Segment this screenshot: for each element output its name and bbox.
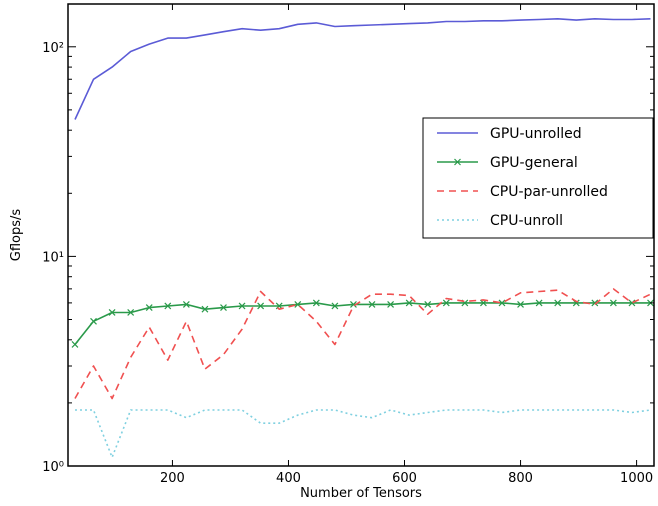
x-tick-label: 400: [276, 471, 301, 486]
series-point-2: [424, 300, 432, 308]
y-tick-label: 10¹: [42, 250, 64, 265]
x-tick-label: 200: [160, 471, 185, 486]
plot-frame: [67, 3, 655, 467]
series-point-2: [257, 302, 265, 310]
series-point-2: [535, 299, 543, 307]
series-point-2: [312, 299, 320, 307]
series-point-2: [368, 300, 376, 308]
legend-marker: [454, 158, 461, 166]
series-point-2: [71, 341, 79, 348]
series-point-2: [331, 302, 339, 310]
series-point-2: [145, 304, 153, 311]
series-point-2: [591, 299, 599, 307]
series-point-2: [201, 305, 209, 313]
series-point-2: [238, 302, 246, 310]
series-point-2: [387, 300, 395, 308]
series-line-3: [74, 288, 651, 400]
series-point-2: [554, 299, 562, 307]
legend-label: CPU-unroll: [490, 213, 563, 229]
series-point-2: [628, 299, 636, 307]
x-axis-label: Number of Tensors: [300, 486, 422, 501]
y-axis-label: Gflops/s: [9, 209, 24, 262]
series-point-2: [182, 300, 190, 308]
series-point-2: [405, 299, 413, 307]
series-point-2: [108, 309, 116, 316]
x-tick-label: 800: [508, 471, 533, 486]
y-tick-label: 10²: [42, 41, 64, 56]
series-point-2: [350, 300, 357, 308]
series-point-2: [498, 299, 506, 307]
series-point-2: [517, 300, 524, 308]
series-layer: [71, 17, 654, 459]
legend: GPU-unrolled GPU-general CPU-par-unrolled C…: [422, 117, 654, 239]
series-line-1: [74, 17, 651, 120]
series-point-2: [127, 309, 135, 316]
legend-label: GPU-general: [490, 155, 578, 171]
x-tick-label: 1000: [620, 471, 653, 486]
x-tick-label: 600: [392, 471, 417, 486]
series-point-2: [220, 304, 227, 311]
y-tick-label: 10⁰: [42, 460, 64, 475]
legend-box: [422, 117, 654, 239]
series-line-4: [75, 409, 651, 459]
legend-label: GPU-unrolled: [490, 126, 582, 142]
legend-label: CPU-par-unrolled: [490, 184, 608, 200]
series-line-2: [74, 302, 651, 345]
series-point-2: [442, 299, 450, 307]
series-point-2: [164, 302, 172, 310]
series-point-2: [90, 317, 97, 325]
series-point-2: [609, 299, 617, 307]
